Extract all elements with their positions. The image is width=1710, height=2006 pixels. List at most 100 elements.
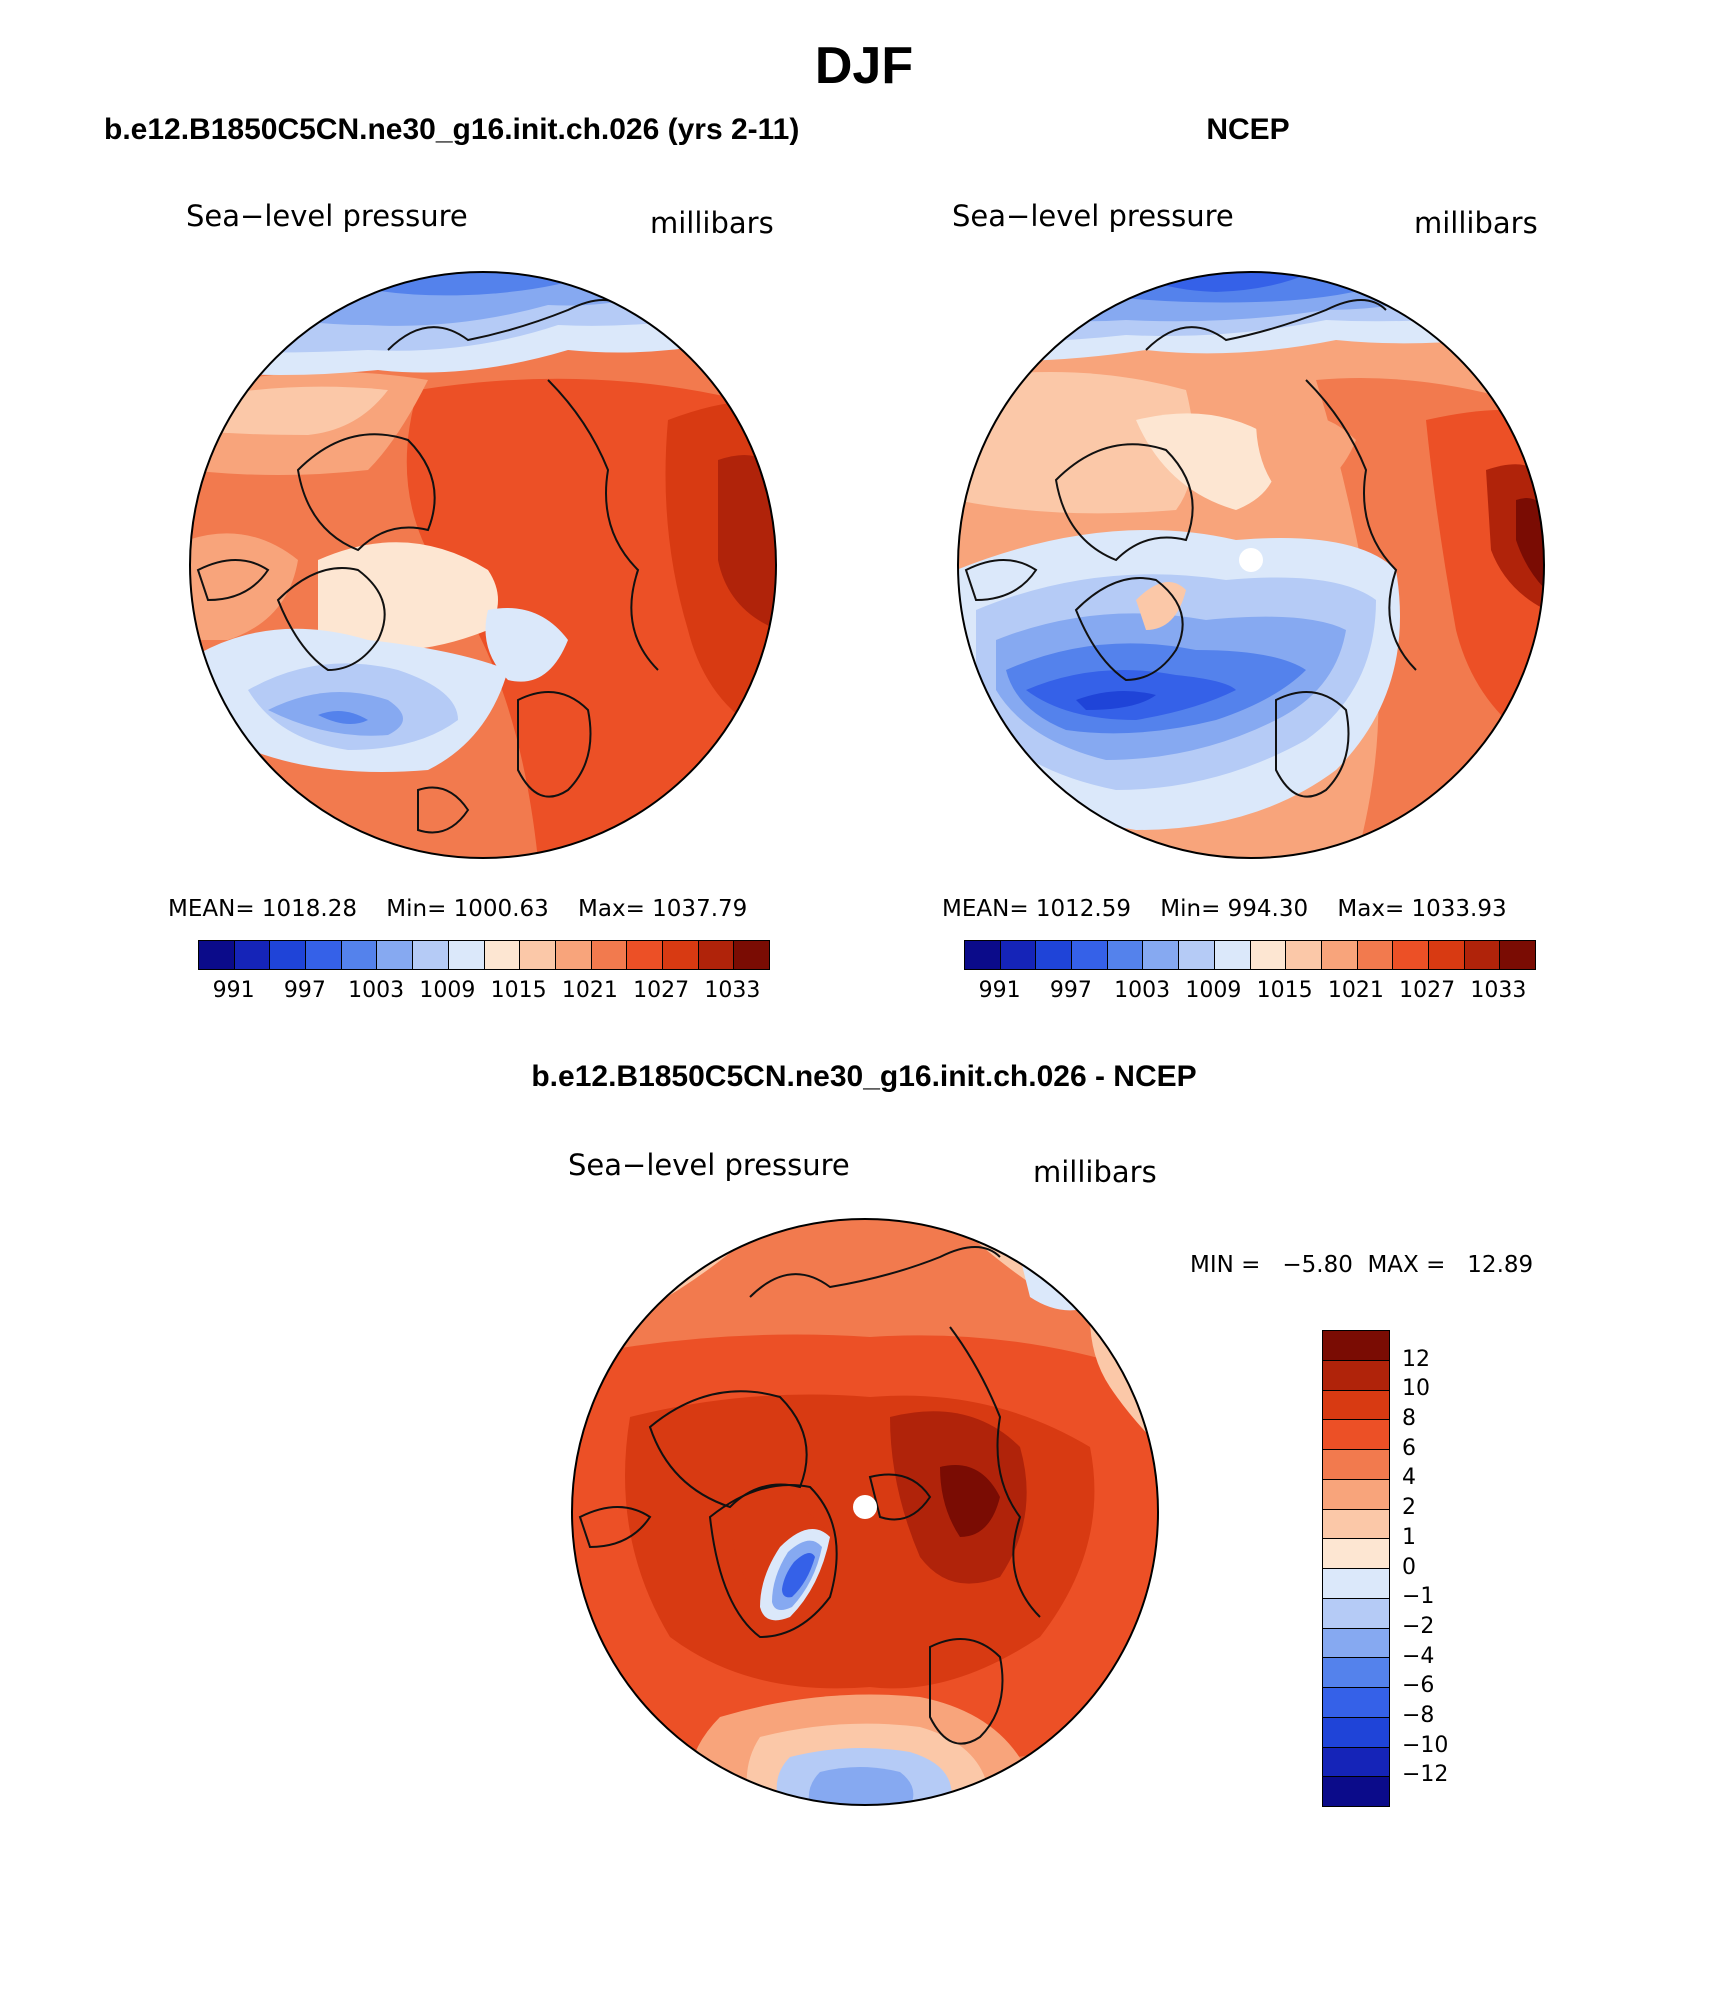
diff-polar-map — [571, 1218, 1159, 1806]
diff-minmax-stat: MIN = −5.80 MAX = 12.89 — [1190, 1252, 1534, 1278]
colorbar-tick-label: −10 — [1402, 1732, 1449, 1758]
colorbar-tick-label: −4 — [1402, 1643, 1435, 1669]
colorbar-tick-label: 1003 — [348, 978, 405, 1003]
colorbar-swatch — [1323, 1359, 1389, 1390]
colorbar-swatch — [233, 941, 270, 969]
model-units-label: millibars — [650, 206, 774, 240]
colorbar-tick-label: 12 — [1402, 1346, 1430, 1372]
colorbar-swatch — [661, 941, 698, 969]
colorbar-tick-label: 1015 — [490, 978, 547, 1003]
colorbar-tick-label: 1027 — [633, 978, 690, 1003]
colorbar-tick-label: −6 — [1402, 1673, 1435, 1699]
colorbar-swatch — [447, 941, 484, 969]
colorbar-swatch — [519, 941, 555, 969]
colorbar-swatch — [1356, 941, 1393, 969]
obs-variable-label: Sea−level pressure — [952, 199, 1234, 233]
colorbar-tick-label: 1033 — [1470, 978, 1527, 1003]
colorbar-swatch — [1071, 941, 1107, 969]
colorbar-swatch — [1323, 1657, 1389, 1687]
colorbar-tick-label: 991 — [978, 978, 1021, 1003]
colorbar-tick-label: 1 — [1402, 1524, 1416, 1550]
colorbar-tick-label: 1009 — [1185, 978, 1242, 1003]
colorbar-swatch — [199, 941, 234, 969]
colorbar-swatch — [1323, 1687, 1389, 1717]
model-mean-stat: MEAN= 1018.28 — [168, 896, 358, 922]
colorbar-swatch — [590, 941, 627, 969]
colorbar-tick-label: 1009 — [419, 978, 476, 1003]
colorbar-swatch — [1323, 1538, 1389, 1568]
obs-colorbar — [964, 940, 1536, 970]
colorbar-swatch — [412, 941, 448, 969]
colorbar-swatch — [1427, 941, 1464, 969]
colorbar-swatch — [1323, 1568, 1389, 1598]
colorbar-swatch — [1249, 941, 1286, 969]
model-colorbar — [198, 940, 770, 970]
colorbar-tick-label: −8 — [1402, 1702, 1435, 1728]
diff-colorbar — [1322, 1330, 1390, 1807]
colorbar-swatch — [340, 941, 377, 969]
colorbar-tick-label: 0 — [1402, 1554, 1416, 1580]
colorbar-swatch — [1323, 1746, 1389, 1777]
colorbar-swatch — [1392, 941, 1428, 969]
colorbar-swatch — [1323, 1508, 1389, 1539]
colorbar-swatch — [1323, 1478, 1389, 1509]
colorbar-tick-label: 1015 — [1256, 978, 1313, 1003]
colorbar-tick-label: 1021 — [561, 978, 618, 1003]
obs-max-stat: Max= 1033.93 — [1337, 896, 1507, 922]
colorbar-swatch — [305, 941, 341, 969]
colorbar-tick-label: 4 — [1402, 1465, 1416, 1491]
colorbar-swatch — [1463, 941, 1500, 969]
colorbar-swatch — [1323, 1776, 1389, 1806]
diff-units-label: millibars — [1033, 1155, 1157, 1189]
colorbar-swatch — [733, 941, 769, 969]
colorbar-tick-label: 1021 — [1327, 978, 1384, 1003]
model-colorbar-labels: 991 997 1003 1009 1015 1021 1027 1033 — [198, 978, 768, 1008]
obs-panel-header: NCEP — [1206, 113, 1290, 146]
colorbar-swatch — [1320, 941, 1357, 969]
colorbar-swatch — [1323, 1597, 1389, 1628]
colorbar-tick-label: −12 — [1402, 1762, 1449, 1788]
colorbar-tick-label: 997 — [283, 978, 326, 1003]
colorbar-tick-label: 1027 — [1399, 978, 1456, 1003]
colorbar-swatch — [1323, 1449, 1389, 1479]
colorbar-swatch — [1142, 941, 1179, 969]
colorbar-swatch — [554, 941, 591, 969]
colorbar-swatch — [376, 941, 413, 969]
season-title: DJF — [814, 37, 914, 95]
colorbar-swatch — [1323, 1389, 1389, 1420]
obs-polar-map — [957, 271, 1545, 859]
colorbar-swatch — [483, 941, 520, 969]
colorbar-tick-label: 991 — [212, 978, 255, 1003]
model-min-stat: Min= 1000.63 — [386, 896, 549, 922]
colorbar-swatch — [269, 941, 306, 969]
colorbar-swatch — [965, 941, 1000, 969]
colorbar-swatch — [1106, 941, 1143, 969]
colorbar-tick-label: 8 — [1402, 1406, 1416, 1432]
obs-units-label: millibars — [1414, 206, 1538, 240]
colorbar-tick-label: −2 — [1402, 1613, 1435, 1639]
obs-min-stat: Min= 994.30 — [1160, 896, 1309, 922]
colorbar-tick-label: 10 — [1402, 1376, 1430, 1402]
colorbar-swatch — [1323, 1627, 1389, 1658]
colorbar-tick-label: 1003 — [1114, 978, 1171, 1003]
colorbar-swatch — [697, 941, 734, 969]
colorbar-tick-label: 1033 — [704, 978, 761, 1003]
colorbar-tick-label: 997 — [1049, 978, 1092, 1003]
colorbar-swatch — [999, 941, 1036, 969]
colorbar-tick-label: 6 — [1402, 1435, 1416, 1461]
model-panel-header: b.e12.B1850C5CN.ne30_g16.init.ch.026 (yr… — [104, 113, 800, 146]
obs-colorbar-labels: 991 997 1003 1009 1015 1021 1027 1033 — [964, 978, 1534, 1008]
diff-variable-label: Sea−level pressure — [568, 1148, 850, 1182]
colorbar-swatch — [1323, 1331, 1389, 1360]
colorbar-swatch — [1213, 941, 1250, 969]
model-variable-label: Sea−level pressure — [186, 199, 468, 233]
diff-colorbar-labels: 12 10 8 6 4 2 1 0 −1 −2 −4 −6 −8 −10 −12 — [1402, 1330, 1482, 1805]
colorbar-swatch — [1323, 1716, 1389, 1747]
colorbar-swatch — [1035, 941, 1072, 969]
colorbar-swatch — [1323, 1419, 1389, 1449]
model-polar-map — [189, 271, 777, 859]
obs-mean-stat: MEAN= 1012.59 — [942, 896, 1132, 922]
colorbar-swatch — [1285, 941, 1321, 969]
colorbar-tick-label: −1 — [1402, 1584, 1435, 1610]
colorbar-tick-label: 2 — [1402, 1495, 1416, 1521]
